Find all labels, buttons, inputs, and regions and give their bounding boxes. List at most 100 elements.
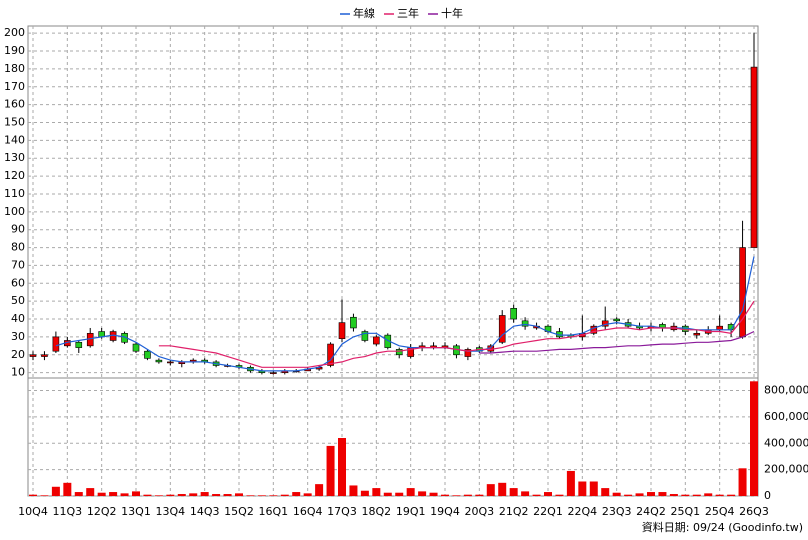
volume-bar	[589, 481, 598, 496]
volume-bar	[40, 495, 49, 496]
volume-bar	[521, 491, 530, 496]
x-tick-label: 22Q1	[533, 505, 563, 518]
volume-bar	[63, 482, 72, 496]
y-tick-label: 120	[4, 169, 25, 182]
volume-bar	[738, 468, 747, 496]
y-tick-label: 170	[4, 80, 25, 93]
volume-bar	[578, 481, 587, 496]
candle-body	[29, 354, 37, 357]
candle-body	[613, 318, 620, 322]
volume-bar	[383, 492, 392, 496]
plot-frame	[27, 25, 759, 497]
x-tick-label: 20Q3	[465, 505, 495, 518]
volume-bar	[658, 492, 667, 496]
volume-bar	[235, 493, 243, 496]
y2-tick-label: 600,000	[764, 410, 808, 423]
legend-label: 十年	[441, 6, 463, 20]
volume-bar	[97, 492, 106, 496]
volume-bar	[349, 485, 358, 496]
candle-body	[373, 336, 380, 345]
x-tick-label: 19Q1	[396, 505, 426, 518]
x-tick-label: 26Q3	[739, 505, 769, 518]
volume-bar	[750, 381, 758, 496]
x-tick-label: 16Q4	[293, 505, 323, 518]
x-tick-label: 13Q1	[121, 505, 151, 518]
volume-bar	[715, 494, 724, 496]
volume-bar	[326, 445, 335, 496]
y-tick-label: 90	[11, 223, 25, 236]
y-tick-label: 140	[4, 133, 25, 146]
candle-body	[41, 354, 48, 357]
x-tick-label: 15Q2	[224, 505, 254, 518]
x-tick-label: 25Q1	[671, 505, 701, 518]
volume-bar	[681, 494, 690, 496]
candle-body	[361, 331, 369, 341]
y-tick-label: 200	[4, 26, 25, 39]
volume-bar	[704, 493, 713, 496]
y-tick-label: 40	[11, 312, 25, 325]
volume-bar	[647, 492, 655, 496]
volume-bar	[269, 495, 278, 496]
volume-bar	[177, 494, 186, 496]
volume-bar	[143, 494, 152, 496]
x-tick-label: 12Q2	[87, 505, 117, 518]
candle-body	[350, 316, 357, 329]
volume-bar	[692, 494, 701, 496]
y2-tick-label: 0	[764, 489, 771, 502]
candle-body	[464, 349, 472, 357]
x-tick-label: 19Q4	[430, 505, 460, 518]
volume-bar	[532, 494, 541, 496]
candle-body	[144, 350, 151, 359]
volume-bar	[601, 488, 610, 496]
x-tick-label: 13Q4	[156, 505, 186, 518]
y-tick-label: 100	[4, 205, 25, 218]
candle-body	[693, 333, 701, 336]
volume-bar	[429, 492, 438, 496]
volume-bar	[257, 495, 266, 496]
x-tick-label: 22Q4	[568, 505, 598, 518]
volume-bar	[246, 495, 255, 496]
ma-line	[55, 256, 755, 372]
x-tick-label: 23Q3	[602, 505, 632, 518]
volume-bar	[29, 494, 37, 496]
volume-bar	[452, 495, 461, 496]
volume-bar	[200, 492, 209, 496]
y-tick-label: 30	[11, 330, 25, 343]
x-tick-label: 21Q2	[499, 505, 529, 518]
y-tick-label: 160	[4, 98, 25, 111]
y-tick-label: 70	[11, 258, 25, 271]
volume-bar	[395, 492, 404, 496]
volume-bar	[418, 491, 427, 496]
x-tick-label: 11Q3	[53, 505, 83, 518]
y-tick-label: 10	[11, 366, 25, 379]
volume-bar	[463, 494, 472, 496]
candle-body	[750, 66, 758, 248]
y-tick-label: 20	[11, 348, 25, 361]
volume-bar	[635, 493, 644, 496]
volume-bar	[338, 438, 346, 496]
volume-bar	[132, 491, 140, 496]
volume-bar	[86, 488, 95, 496]
volume-bar	[166, 494, 175, 496]
y-tick-label: 190	[4, 44, 25, 57]
volume-bar	[51, 486, 60, 496]
ma-line	[158, 300, 755, 368]
candle-body	[327, 343, 334, 366]
volume-bar	[624, 494, 633, 496]
volume-bar	[74, 492, 83, 496]
legend-label: 年線	[353, 6, 375, 20]
candle-body	[338, 322, 346, 339]
x-tick-label: 17Q3	[327, 505, 357, 518]
candle-body	[155, 359, 163, 363]
volume-bar	[669, 494, 678, 496]
candle-body	[739, 247, 746, 338]
volume-bar	[109, 492, 118, 496]
ma-line	[479, 330, 755, 354]
x-tick-label: 18Q2	[362, 505, 392, 518]
volume-bar	[566, 470, 575, 496]
volume-bar	[498, 482, 507, 496]
legend-label: 三年	[397, 6, 419, 20]
volume-bar	[189, 493, 198, 496]
y2-tick-label: 200,000	[764, 463, 808, 476]
